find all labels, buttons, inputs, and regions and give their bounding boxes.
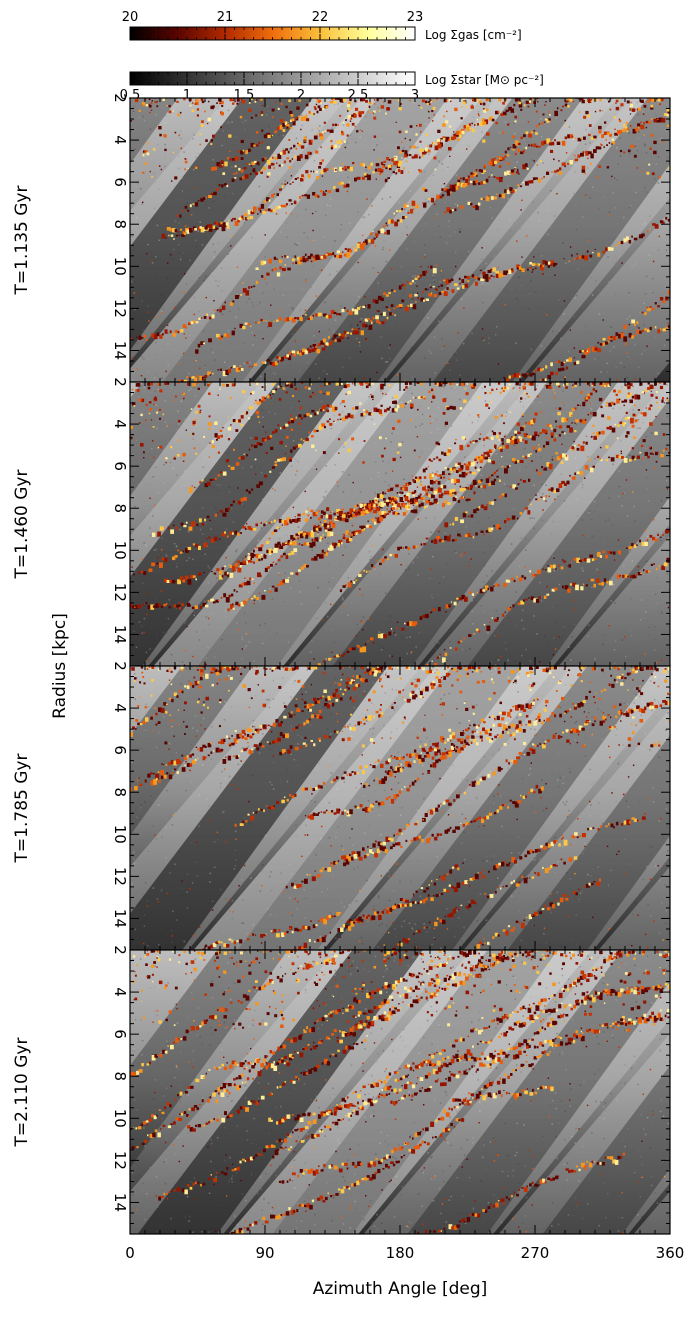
gas-filaments	[130, 382, 670, 666]
y-tick-label: 8	[111, 787, 129, 797]
panel: 2 4 6 8 10 12 14 T=1.785 Gyr	[12, 661, 671, 951]
y-tick-label: 14	[111, 625, 129, 644]
y-tick-label: 2	[111, 661, 129, 671]
colorbar-star-tick-label: 2	[297, 88, 305, 103]
gas-filaments	[130, 950, 670, 1234]
x-tick-label: 180	[386, 1244, 415, 1262]
colorbar-star-tick-label: 1	[183, 88, 191, 103]
y-tick-label: 12	[111, 583, 129, 602]
colorbar-star-tick-label: 3	[411, 88, 419, 103]
y-axis-label: Radius [kpc]	[50, 613, 70, 719]
y-tick-label: 12	[111, 1151, 129, 1170]
colorbars: 20 21 22 23 0.5 1 1.5 2 2.5 3 Log Σgas [cm⁻²] Lo…	[120, 10, 544, 103]
y-tick-label: 14	[111, 341, 129, 360]
y-tick-label: 6	[111, 177, 129, 187]
y-tick-label: 10	[111, 1109, 129, 1128]
y-tick-label: 8	[111, 503, 129, 513]
y-tick-label: 4	[111, 987, 129, 997]
y-tick-label: 8	[111, 219, 129, 229]
panel-image	[130, 98, 670, 382]
x-tick-label: 90	[255, 1244, 274, 1262]
panel-image	[130, 382, 670, 666]
colorbar-gas-tick-label: 22	[312, 10, 329, 25]
y-tick-label: 4	[111, 419, 129, 429]
colorbar-gas-label: Log Σgas [cm⁻²]	[425, 28, 522, 42]
y-tick-label: 8	[111, 1071, 129, 1081]
panel-time-label: T=2.110 Gyr	[12, 1038, 32, 1148]
x-tick-label: 270	[521, 1244, 550, 1262]
panel-image	[130, 666, 670, 950]
colorbar-star-label: Log Σstar [M⊙ pc⁻²]	[425, 73, 544, 87]
x-tick-label: 0	[125, 1244, 135, 1262]
x-tick-label: 360	[656, 1244, 685, 1262]
panel: 2 4 6 8 10 12 14 T=2.110 Gyr	[12, 945, 671, 1235]
y-tick-label: 14	[111, 909, 129, 928]
y-tick-label: 6	[111, 461, 129, 471]
y-tick-label: 2	[111, 93, 129, 103]
y-tick-label: 6	[111, 1029, 129, 1039]
gas-filaments	[130, 666, 670, 950]
panel-time-label: T=1.460 Gyr	[12, 470, 32, 580]
y-tick-label: 10	[111, 541, 129, 560]
panel-image	[130, 950, 670, 1234]
x-axis-label: Azimuth Angle [deg]	[313, 1279, 488, 1299]
panel: 2 4 6 8 10 12 14 T=1.460 Gyr	[12, 377, 671, 667]
panel-time-label: T=1.135 Gyr	[12, 186, 32, 296]
colorbar-gas-tick-label: 20	[122, 10, 139, 25]
y-tick-label: 4	[111, 703, 129, 713]
y-tick-label: 4	[111, 135, 129, 145]
panel-time-label: T=1.785 Gyr	[12, 754, 32, 864]
y-tick-label: 10	[111, 257, 129, 276]
y-tick-label: 14	[111, 1193, 129, 1212]
colorbar-gas: 20 21 22 23	[122, 10, 424, 41]
panels: 2 4 6 8 10 12 14 T=1.135 Gyr 2 4 6 8 10 12 14 T=1.460 G…	[12, 93, 671, 1235]
colorbar-gas-tick-label: 23	[407, 10, 424, 25]
y-tick-label: 12	[111, 867, 129, 886]
colorbar-gas-tick-label: 21	[217, 10, 234, 25]
panel: 2 4 6 8 10 12 14 T=1.135 Gyr	[12, 93, 671, 383]
y-tick-label: 12	[111, 299, 129, 318]
y-tick-label: 6	[111, 745, 129, 755]
y-tick-label: 2	[111, 945, 129, 955]
y-tick-label: 10	[111, 825, 129, 844]
y-tick-label: 2	[111, 377, 129, 387]
